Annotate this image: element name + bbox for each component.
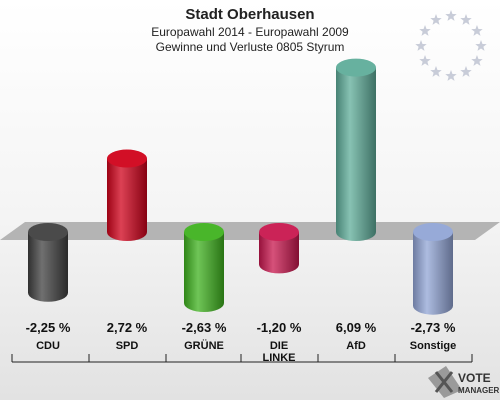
eu-star: [460, 65, 472, 77]
bar-grüne: [184, 223, 224, 313]
eu-star: [430, 65, 442, 77]
category-label: Sonstige: [410, 340, 456, 352]
eu-star: [419, 55, 431, 66]
eu-star: [445, 10, 457, 21]
bar-spd: [107, 149, 147, 241]
category-axis: [11, 354, 473, 363]
logo-line2: MANAGER: [458, 386, 500, 395]
chart-subtitle: Europawahl 2014 - Europawahl 2009: [151, 25, 349, 39]
bar-sonstige: [413, 223, 453, 315]
eu-star: [471, 55, 483, 66]
eu-star: [415, 40, 427, 51]
eu-star: [430, 14, 442, 25]
value-label: 6,09 %: [336, 320, 377, 335]
category-label: SPD: [116, 340, 139, 352]
eu-star: [419, 25, 431, 36]
ballot-x-icon: [428, 366, 462, 398]
eu-star: [475, 40, 487, 51]
value-label: -2,73 %: [411, 320, 456, 335]
bar-die-linke: [259, 223, 299, 274]
category-label: CDU: [36, 340, 60, 352]
value-label: -2,25 %: [26, 320, 71, 335]
eu-star: [471, 25, 483, 36]
category-label: DIE: [270, 340, 288, 352]
category-label: AfD: [346, 340, 366, 352]
vote-manager-logo: VOTE MANAGER: [428, 366, 500, 398]
eu-stars-icon: [415, 10, 487, 81]
category-label: GRÜNE: [184, 339, 224, 352]
value-label: -2,63 %: [182, 320, 227, 335]
chart-title: Stadt Oberhausen: [185, 6, 314, 23]
category-label: LINKE: [263, 352, 296, 364]
value-label: -1,20 %: [257, 320, 302, 335]
bar-cdu: [28, 223, 68, 302]
bars-group: [28, 58, 453, 315]
value-labels-group: -2,25 % 2,72 % -2,63 % -1,20 % 6,09 % -2,73 %: [26, 320, 456, 335]
eu-star: [460, 14, 472, 25]
eu-star: [445, 70, 457, 81]
logo-line1: VOTE: [458, 371, 491, 385]
value-label: 2,72 %: [107, 320, 148, 335]
chart-subtitle-2: Gewinne und Verluste 0805 Styrum: [156, 40, 345, 54]
bar-afd: [336, 58, 376, 241]
